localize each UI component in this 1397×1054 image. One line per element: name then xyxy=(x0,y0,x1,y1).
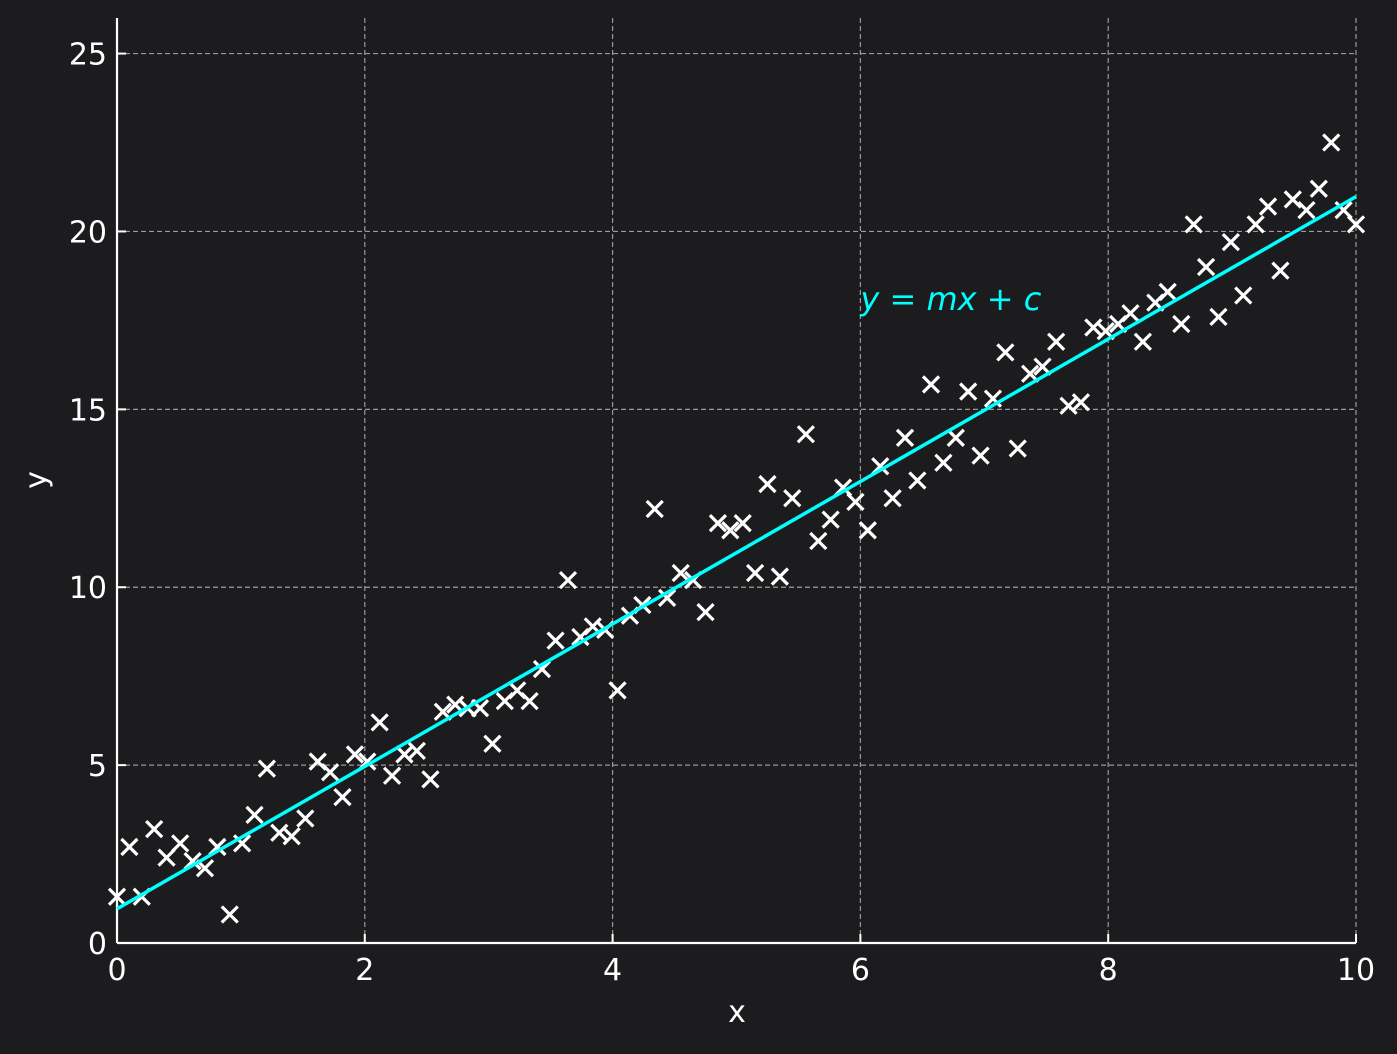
data-point-marker xyxy=(1322,133,1341,152)
data-point-marker xyxy=(696,603,715,622)
y-tick-label: 0 xyxy=(88,927,107,962)
data-point-marker xyxy=(733,514,752,533)
data-point-marker xyxy=(245,805,264,825)
data-point-marker xyxy=(846,492,865,511)
axes xyxy=(115,18,1356,945)
data-point-marker xyxy=(821,510,840,529)
data-point-marker xyxy=(934,453,953,472)
data-point-marker xyxy=(1234,286,1253,305)
data-point-marker xyxy=(745,563,765,583)
data-point-marker xyxy=(1271,261,1290,280)
tick-labels: 0 2 4 6 8 10 0 5 10 15 20 25 xyxy=(69,38,1375,988)
data-point-marker xyxy=(708,514,728,533)
y-tick-label: 20 xyxy=(69,215,107,250)
data-point-marker xyxy=(145,820,164,839)
data-point-marker xyxy=(946,428,965,447)
data-point-marker xyxy=(1346,215,1366,234)
fit-line xyxy=(116,195,1357,911)
data-point-marker xyxy=(282,827,301,846)
data-point-marker xyxy=(345,745,365,764)
data-point-marker xyxy=(120,837,139,857)
y-tick-label: 10 xyxy=(69,571,107,606)
data-point-marker xyxy=(1221,233,1240,252)
data-point-marker xyxy=(895,428,915,447)
y-tick-label: 25 xyxy=(69,38,107,73)
data-point-marker xyxy=(645,499,664,519)
data-point-marker xyxy=(1008,439,1027,458)
data-point-marker xyxy=(608,681,627,700)
y-axis-label: y xyxy=(19,471,54,489)
data-point-marker xyxy=(796,425,816,444)
data-point-marker xyxy=(370,713,389,732)
data-point-marker xyxy=(1158,282,1177,302)
fit-equation-annotation: y = mx + c xyxy=(859,280,1041,318)
x-tick-label: 6 xyxy=(851,953,870,988)
y-tick-label: 15 xyxy=(69,393,107,428)
data-point-marker xyxy=(157,848,176,867)
data-point-marker xyxy=(770,567,789,586)
data-point-marker xyxy=(532,659,552,679)
data-point-marker xyxy=(671,563,690,583)
data-point-marker xyxy=(296,809,315,828)
data-point-marker xyxy=(520,691,539,711)
data-point-marker xyxy=(1184,215,1203,234)
x-tick-label: 10 xyxy=(1337,953,1375,988)
data-point-marker xyxy=(721,521,740,540)
data-point-marker xyxy=(333,788,352,807)
data-point-marker xyxy=(809,531,828,551)
data-point-marker xyxy=(220,905,239,924)
data-point-marker xyxy=(959,382,978,401)
fit-line-layer xyxy=(116,195,1357,911)
x-tick-label: 2 xyxy=(355,953,374,988)
grid-lines xyxy=(117,18,1357,943)
data-point-marker xyxy=(996,343,1015,362)
data-point-marker xyxy=(1172,314,1191,334)
data-point-marker xyxy=(407,741,426,761)
data-point-marker xyxy=(1196,257,1216,277)
data-point-marker xyxy=(883,489,902,508)
data-point-marker xyxy=(1246,215,1265,234)
data-point-marker xyxy=(1133,332,1153,351)
data-point-marker xyxy=(858,521,877,540)
x-axis-label: x xyxy=(728,995,746,1030)
data-point-marker xyxy=(257,759,277,778)
data-point-marker xyxy=(483,734,502,753)
y-tick-label: 5 xyxy=(88,749,107,784)
data-point-marker xyxy=(908,471,927,490)
data-point-marker xyxy=(1258,197,1278,216)
data-point-marker xyxy=(758,474,777,494)
data-point-marker xyxy=(657,588,677,608)
data-point-marker xyxy=(921,375,941,394)
data-point-marker xyxy=(546,631,565,650)
data-point-marker xyxy=(1047,332,1066,351)
data-point-marker xyxy=(1297,200,1316,220)
data-point-marker xyxy=(421,770,440,789)
x-tick-label: 4 xyxy=(603,953,622,988)
data-point-marker xyxy=(558,570,578,590)
data-point-marker xyxy=(1209,307,1228,326)
data-point-marker xyxy=(1309,179,1328,198)
data-point-marker xyxy=(1283,190,1302,209)
data-point-marker xyxy=(171,834,190,853)
data-point-marker xyxy=(1121,304,1140,323)
x-tick-label: 8 xyxy=(1099,953,1118,988)
x-tick-label: 0 xyxy=(107,953,126,988)
data-points xyxy=(107,133,1366,924)
data-point-marker xyxy=(382,766,402,785)
data-point-marker xyxy=(971,446,990,465)
data-point-marker xyxy=(783,489,802,508)
data-point-marker xyxy=(1071,393,1091,412)
data-point-marker xyxy=(320,763,340,782)
data-point-marker xyxy=(107,887,127,906)
